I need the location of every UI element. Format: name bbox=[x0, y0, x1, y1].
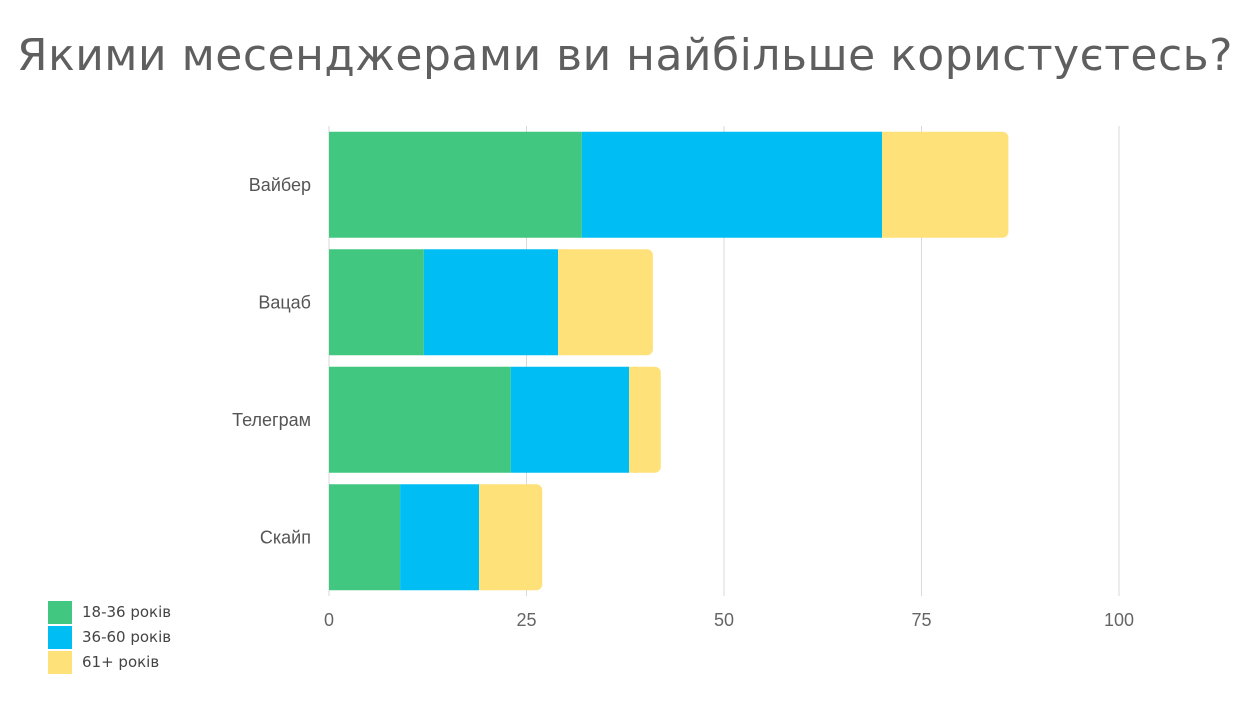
legend-item: 61+ років bbox=[48, 650, 171, 674]
bar-segment bbox=[329, 131, 582, 238]
legend-label: 18-36 років bbox=[82, 603, 172, 621]
legend-swatch bbox=[48, 600, 72, 624]
legend-swatch bbox=[48, 650, 72, 674]
legend-item: 36-60 років bbox=[48, 625, 171, 649]
x-tick-label: 25 bbox=[516, 610, 536, 630]
bar-segment bbox=[882, 131, 1009, 238]
legend-label: 36-60 років bbox=[82, 628, 172, 646]
x-tick-label: 0 bbox=[324, 610, 334, 630]
bar-segment bbox=[329, 249, 424, 356]
category-label: Телеграм bbox=[232, 410, 311, 430]
x-tick-label: 100 bbox=[1104, 610, 1134, 630]
bar-segment bbox=[581, 131, 882, 238]
bar-segment bbox=[423, 249, 559, 356]
category-labels: Вайбер Вацаб Телеграм Скайп bbox=[232, 175, 311, 548]
bars bbox=[329, 131, 1009, 591]
x-tick-label: 50 bbox=[714, 610, 734, 630]
bar-segment bbox=[510, 366, 630, 473]
bar-segment bbox=[329, 484, 401, 591]
bar-segment bbox=[329, 366, 511, 473]
page-title: Якими месенджерами ви найбільше користує… bbox=[17, 30, 1233, 81]
bar-segment bbox=[558, 249, 653, 356]
legend-swatch bbox=[48, 625, 72, 649]
legend-label: 61+ років bbox=[82, 653, 160, 671]
category-label: Вайбер bbox=[249, 175, 311, 195]
category-label: Вацаб bbox=[258, 292, 311, 312]
legend: 18-36 років 36-60 років 61+ років bbox=[48, 600, 171, 675]
legend-item: 18-36 років bbox=[48, 600, 171, 624]
x-axis-tick-labels: 0 25 50 75 100 bbox=[324, 610, 1134, 630]
bar-segment bbox=[629, 366, 661, 473]
bar-segment bbox=[400, 484, 480, 591]
x-tick-label: 75 bbox=[911, 610, 931, 630]
category-label: Скайп bbox=[260, 527, 311, 547]
bar-segment bbox=[479, 484, 543, 591]
